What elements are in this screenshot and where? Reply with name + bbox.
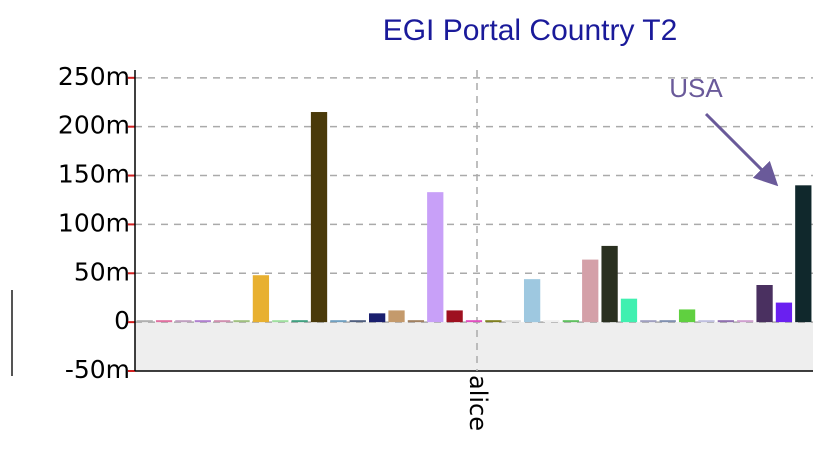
annotation: USA xyxy=(669,73,723,103)
bar xyxy=(194,320,211,323)
bar xyxy=(795,185,812,323)
y-tick-label: 100m xyxy=(58,208,130,237)
bar xyxy=(136,320,153,323)
negative-region xyxy=(135,322,813,371)
bar xyxy=(504,320,521,323)
bar xyxy=(678,309,696,323)
y-tick-label: 0 xyxy=(114,306,130,335)
bar xyxy=(620,298,638,323)
bar xyxy=(717,320,734,323)
bar xyxy=(698,320,715,323)
y-tick-label: 250m xyxy=(58,62,130,91)
bar xyxy=(214,320,231,323)
bar xyxy=(465,320,483,323)
chart-title: EGI Portal Country T2 xyxy=(383,14,678,47)
bar xyxy=(562,320,579,323)
y-tick-label: -50m xyxy=(65,355,130,384)
bar xyxy=(349,320,366,323)
bar xyxy=(272,320,289,323)
bar xyxy=(427,192,444,323)
y-tick-label: 150m xyxy=(58,160,130,189)
bar xyxy=(543,320,560,323)
bar xyxy=(233,320,250,323)
bar xyxy=(775,302,793,323)
bar xyxy=(485,320,502,323)
x-tick-label: alice xyxy=(464,375,492,431)
bar xyxy=(446,310,463,323)
annotation-arrow xyxy=(704,112,779,187)
bar xyxy=(640,320,657,323)
y-tick-label: 50m xyxy=(74,257,130,286)
bar xyxy=(407,320,425,323)
bar xyxy=(155,320,173,323)
bar xyxy=(310,112,328,323)
bar xyxy=(330,320,347,323)
bar xyxy=(388,310,405,323)
bar xyxy=(756,285,773,323)
bar xyxy=(175,320,192,323)
axes: -50m 0 50m 100m 150m 200m 250m alice xyxy=(58,62,492,431)
bars xyxy=(136,112,812,323)
y-tick-label: 200m xyxy=(58,111,130,140)
bar xyxy=(601,245,618,323)
bar xyxy=(291,320,308,323)
bar xyxy=(523,279,541,323)
bar xyxy=(737,320,754,323)
bar xyxy=(659,320,676,323)
bar xyxy=(582,259,599,323)
bar xyxy=(369,313,386,323)
bar xyxy=(252,275,270,323)
